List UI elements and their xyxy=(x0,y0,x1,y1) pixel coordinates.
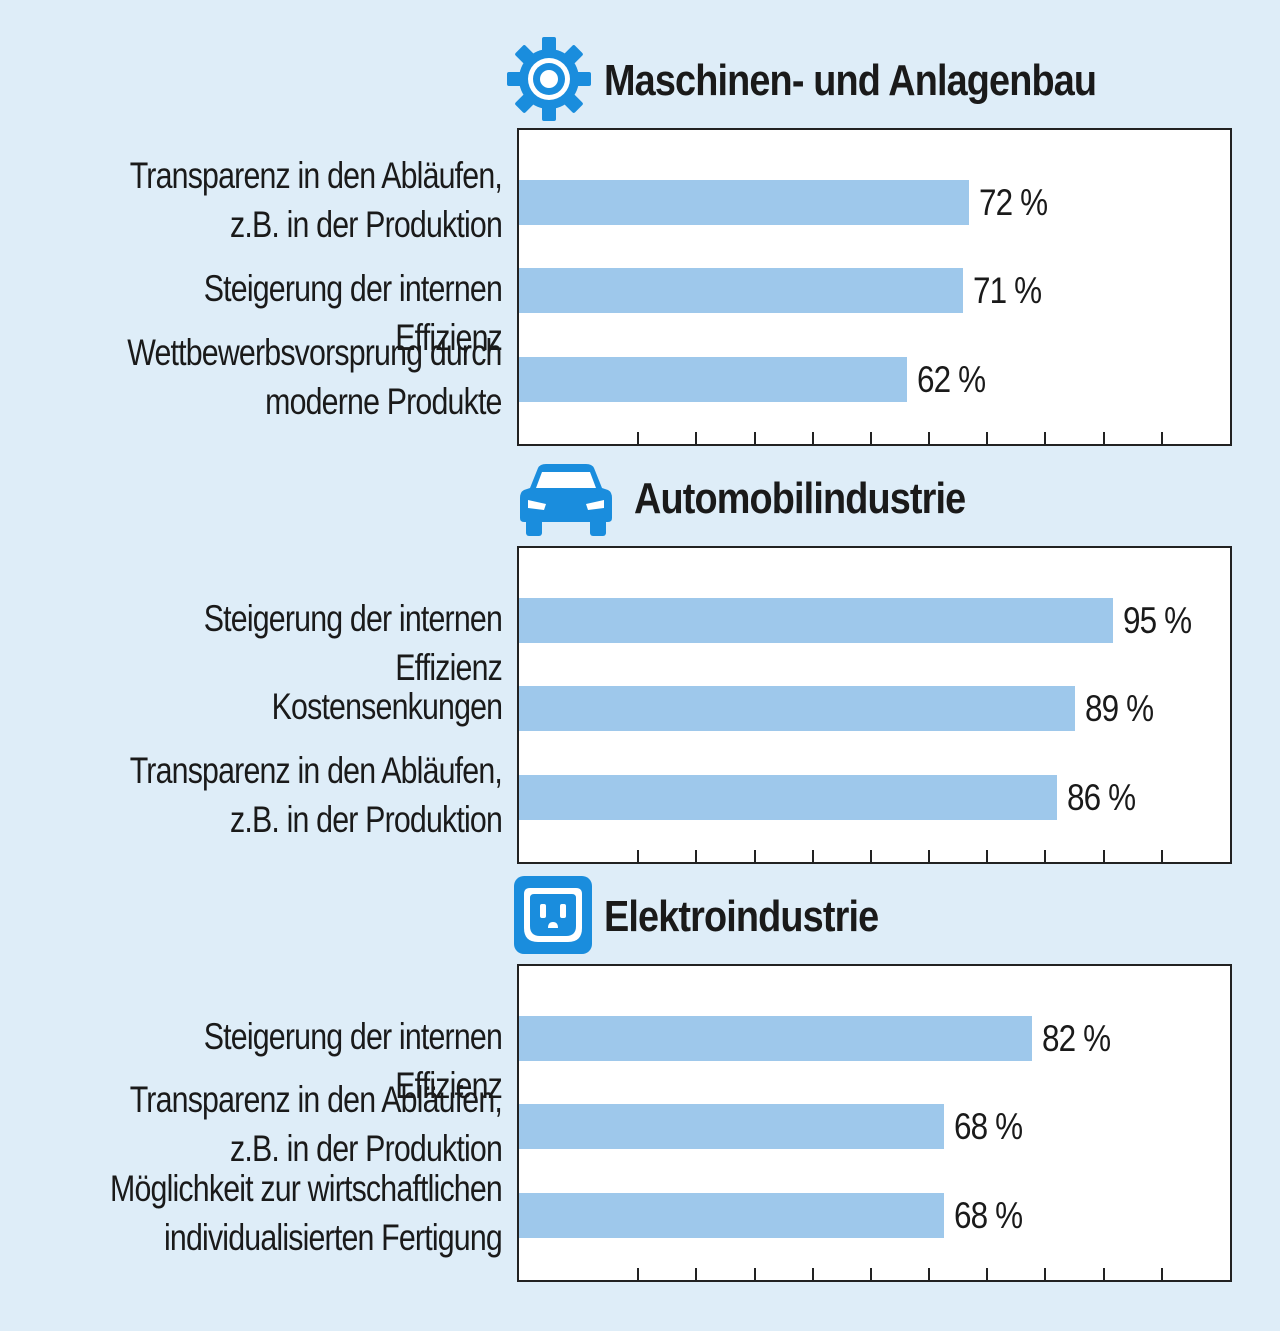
value-label: 89 % xyxy=(1085,688,1154,729)
value-label: 95 % xyxy=(1122,600,1192,641)
x-axis-tick xyxy=(1102,1268,1105,1280)
x-axis-tick xyxy=(1044,850,1047,862)
bar xyxy=(519,686,1076,731)
plot-area: 95 % 89 % 86 % xyxy=(517,546,1232,864)
bar xyxy=(519,1193,944,1238)
value-label: 71 % xyxy=(972,270,1042,311)
x-axis-tick xyxy=(1160,850,1163,862)
chart-panel-maschinenbau: Maschinen- und Anlagenbau 72 % 71 % 62 % xyxy=(0,0,1280,446)
category-label: Steigerung der internen Effizienz xyxy=(203,1015,503,1106)
value-label: 82 % xyxy=(1041,1018,1111,1059)
x-axis-tick xyxy=(986,1268,989,1280)
bar xyxy=(519,775,1057,820)
bar xyxy=(519,1104,944,1149)
x-axis-tick xyxy=(1102,850,1105,862)
chart-panel-elektro: Elektroindustrie 82 % 68 % 68 % xyxy=(0,0,1280,1282)
x-axis-tick xyxy=(928,850,931,862)
x-axis-tick xyxy=(869,432,872,444)
car-icon xyxy=(520,462,612,536)
category-label: Transparenz in den Abläufen, z.B. in der… xyxy=(129,155,503,245)
category-label: Transparenz in den Abläufen, z.B. in der… xyxy=(129,1079,503,1169)
value-label: 62 % xyxy=(916,359,986,400)
x-axis-tick xyxy=(753,432,756,444)
category-label: Möglichkeit zur wirtschaftlichen individ… xyxy=(110,1168,503,1258)
x-axis-tick xyxy=(928,432,931,444)
x-axis-tick xyxy=(753,1268,756,1280)
x-axis-tick xyxy=(811,850,814,862)
category-label: Steigerung der internen Effizienz xyxy=(203,597,503,688)
x-axis-tick xyxy=(637,850,640,862)
plot-area: 82 % 68 % 68 % xyxy=(517,964,1232,1282)
x-axis-tick xyxy=(695,432,698,444)
x-axis-tick xyxy=(986,432,989,444)
value-label: 86 % xyxy=(1066,777,1136,818)
x-axis-tick xyxy=(811,432,814,444)
value-label: 68 % xyxy=(954,1106,1023,1147)
x-axis-tick xyxy=(811,1268,814,1280)
x-axis-tick xyxy=(637,432,640,444)
x-axis-tick xyxy=(986,850,989,862)
category-label: Wettbewerbsvorsprung durch moderne Produ… xyxy=(127,332,503,422)
x-axis-tick xyxy=(753,850,756,862)
category-label: Transparenz in den Abläufen, z.B. in der… xyxy=(129,750,503,840)
power-outlet-icon xyxy=(514,876,592,954)
category-label: Kostensenkungen xyxy=(271,685,502,727)
x-axis-tick xyxy=(869,850,872,862)
panel-title: Maschinen- und Anlagenbau xyxy=(604,56,1097,105)
panel-title: Automobilindustrie xyxy=(634,474,966,523)
gear-icon xyxy=(506,36,592,122)
x-axis-tick xyxy=(1102,432,1105,444)
bar xyxy=(519,1016,1032,1061)
x-axis-tick xyxy=(928,1268,931,1280)
bar xyxy=(519,598,1113,643)
x-axis-tick xyxy=(637,1268,640,1280)
bar xyxy=(519,268,963,313)
value-label: 68 % xyxy=(954,1195,1023,1236)
bar xyxy=(519,180,969,225)
category-label: Steigerung der internen Effizienz xyxy=(203,267,503,358)
x-axis-tick xyxy=(1044,432,1047,444)
bar xyxy=(519,357,907,402)
x-axis-tick xyxy=(695,1268,698,1280)
chart-panel-automobil: Automobilindustrie 95 % 89 % 86 % xyxy=(0,0,1280,864)
x-axis-tick xyxy=(869,1268,872,1280)
x-axis-tick xyxy=(695,850,698,862)
panel-title: Elektroindustrie xyxy=(604,892,879,941)
x-axis-tick xyxy=(1044,1268,1047,1280)
x-axis-tick xyxy=(1160,1268,1163,1280)
plot-area: 72 % 71 % 62 % xyxy=(517,128,1232,446)
x-axis-tick xyxy=(1160,432,1163,444)
value-label: 72 % xyxy=(979,182,1048,223)
